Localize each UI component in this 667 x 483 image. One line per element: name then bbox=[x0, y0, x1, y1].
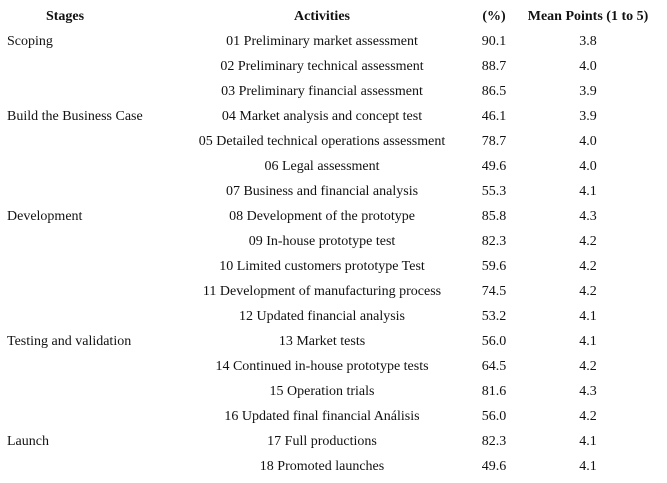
mean-points: 4.1 bbox=[579, 309, 597, 324]
percent: 59.6 bbox=[481, 259, 507, 274]
percent: 56.0 bbox=[481, 409, 507, 424]
header-stages: Stages bbox=[45, 9, 85, 24]
mean-points: 4.0 bbox=[579, 159, 597, 174]
percent: 88.7 bbox=[481, 59, 507, 74]
stage: Scoping bbox=[7, 34, 53, 49]
header-percent: (%) bbox=[482, 9, 506, 24]
mean-points: 4.2 bbox=[579, 409, 597, 424]
header-activities: Activities bbox=[294, 9, 350, 24]
stage: Testing and validation bbox=[7, 334, 132, 349]
activity: 17 Full productions bbox=[267, 434, 377, 449]
percent: 86.5 bbox=[481, 84, 507, 99]
percent: 53.2 bbox=[481, 309, 507, 324]
percent: 82.3 bbox=[481, 434, 507, 449]
percent: 46.1 bbox=[481, 109, 507, 124]
percent: 56.0 bbox=[481, 334, 507, 349]
mean-points: 4.1 bbox=[579, 184, 597, 199]
mean-points: 4.0 bbox=[579, 134, 597, 149]
stage: Launch bbox=[7, 434, 49, 449]
percent: 85.8 bbox=[481, 209, 507, 224]
percent: 74.5 bbox=[481, 284, 507, 299]
percent: 55.3 bbox=[481, 184, 507, 199]
mean-points: 3.9 bbox=[579, 109, 597, 124]
mean-points: 3.8 bbox=[579, 34, 597, 49]
activity: 05 Detailed technical operations assessm… bbox=[198, 134, 446, 149]
mean-points: 4.2 bbox=[579, 234, 597, 249]
mean-points: 4.3 bbox=[579, 209, 597, 224]
mean-points: 4.1 bbox=[579, 434, 597, 449]
activity: 15 Operation trials bbox=[269, 384, 375, 399]
activity: 02 Preliminary technical assessment bbox=[220, 59, 424, 74]
percent: 90.1 bbox=[481, 34, 507, 49]
activity: 13 Market tests bbox=[278, 334, 366, 349]
activity: 10 Limited customers prototype Test bbox=[219, 259, 425, 274]
activity: 14 Continued in-house prototype tests bbox=[215, 359, 429, 374]
activity: 11 Development of manufacturing process bbox=[202, 284, 442, 299]
activity: 06 Legal assessment bbox=[264, 159, 380, 174]
activity: 01 Preliminary market assessment bbox=[226, 34, 418, 49]
mean-points: 3.9 bbox=[579, 84, 597, 99]
mean-points: 4.2 bbox=[579, 284, 597, 299]
mean-points: 4.2 bbox=[579, 359, 597, 374]
header-mean: Mean Points (1 to 5) bbox=[527, 9, 649, 24]
percent: 49.6 bbox=[481, 159, 507, 174]
percent: 78.7 bbox=[481, 134, 507, 149]
percent: 81.6 bbox=[481, 384, 507, 399]
stage: Build the Business Case bbox=[7, 109, 143, 124]
activity: 18 Promoted launches bbox=[259, 459, 385, 474]
mean-points: 4.3 bbox=[579, 384, 597, 399]
percent: 49.6 bbox=[481, 459, 507, 474]
mean-points: 4.1 bbox=[579, 334, 597, 349]
stage: Development bbox=[7, 209, 83, 224]
activity: 03 Preliminary financial assessment bbox=[221, 84, 423, 99]
mean-points: 4.2 bbox=[579, 259, 597, 274]
activity: 16 Updated final financial Análisis bbox=[224, 409, 420, 424]
percent: 82.3 bbox=[481, 234, 507, 249]
activity: 04 Market analysis and concept test bbox=[221, 109, 423, 124]
activity: 07 Business and financial analysis bbox=[225, 184, 419, 199]
activity: 09 In-house prototype test bbox=[248, 234, 396, 249]
activity: 12 Updated financial analysis bbox=[238, 309, 406, 324]
activity: 08 Development of the prototype bbox=[229, 209, 415, 224]
mean-points: 4.0 bbox=[579, 59, 597, 74]
percent: 64.5 bbox=[481, 359, 507, 374]
mean-points: 4.1 bbox=[579, 459, 597, 474]
